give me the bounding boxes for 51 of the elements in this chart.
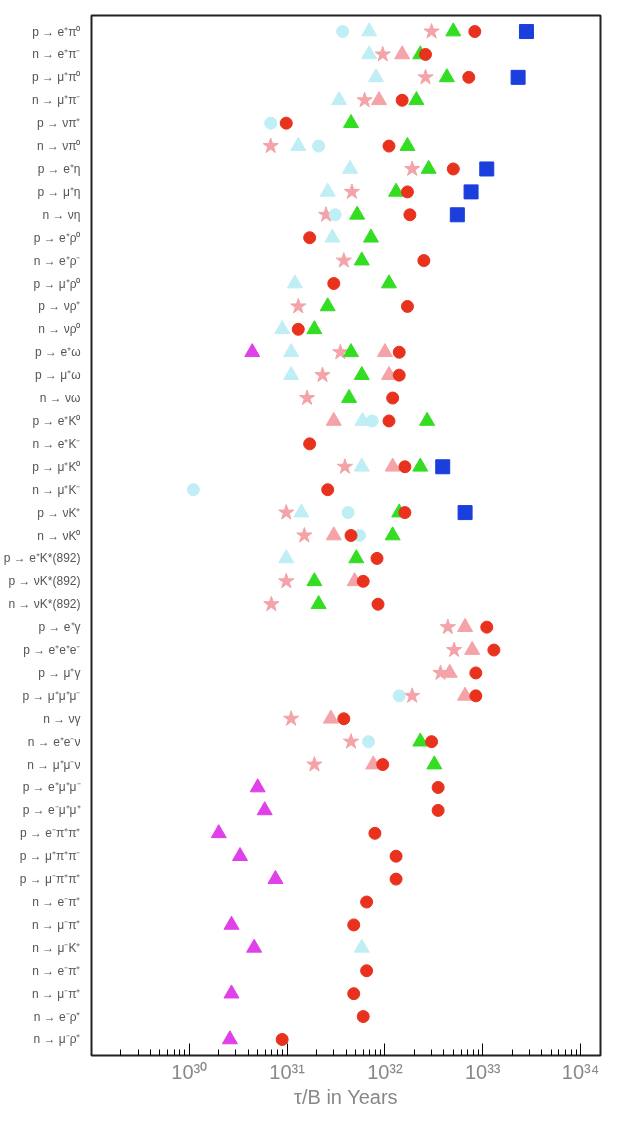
y-tick-label: n → e⁺π⁻ (32, 47, 81, 62)
y-tick-label: p → μ⁺π⁺π⁻ (19, 849, 81, 864)
y-tick-label: n → νK*(892) (8, 597, 81, 612)
y-tick-label: p → νK*(892) (8, 574, 81, 589)
y-tick-label: n → μ⁻ρ⁺ (33, 1032, 81, 1047)
y-tick-label: p → νK⁺ (37, 505, 81, 520)
x-tick-label: 10³⁰ (171, 1060, 208, 1083)
y-tick-label: n → e⁺e⁻ν (27, 734, 81, 749)
y-tick-label: n → νK⁰ (37, 528, 81, 543)
y-tick-label: p → e⁺K*(892) (3, 551, 81, 566)
y-tick-label: n → νπ⁰ (36, 139, 81, 154)
y-tick-label: p → e⁻π⁺π⁺ (19, 826, 81, 841)
y-tick-label: p → e⁺K⁰ (32, 413, 81, 428)
x-axis-title: τ/B in Years (294, 1085, 398, 1108)
y-tick-label: p → μ⁺π⁰ (31, 70, 81, 85)
y-tick-label: p → μ⁺η (37, 184, 81, 199)
y-tick-label: p → μ⁺ω (34, 368, 81, 383)
y-tick-label: p → e⁺π⁰ (32, 24, 81, 39)
y-tick-label: n → νω (39, 391, 81, 406)
y-tick-label: n → e⁻ρ⁺ (33, 1009, 81, 1024)
y-tick-label: n → e⁻π⁺ (32, 895, 81, 910)
y-tick-label: p → μ⁻π⁺π⁺ (19, 872, 81, 887)
y-tick-label: n → μ⁺π⁻ (31, 93, 81, 108)
y-tick-label: n → μ⁺K⁻ (32, 482, 81, 497)
y-tick-label: p → e⁺η (37, 161, 81, 176)
y-tick-label: n → νγ (43, 711, 81, 726)
y-tick-label: p → μ⁺ρ⁰ (33, 276, 81, 291)
y-tick-label: p → e⁺ρ⁰ (33, 230, 81, 245)
x-tick-label: 10³² (367, 1060, 404, 1083)
y-tick-label: p → νρ⁺ (38, 299, 81, 314)
y-tick-label: p → μ⁺K⁰ (32, 459, 81, 474)
y-tick-label: p → νπ⁺ (36, 116, 81, 131)
y-tick-label: p → e⁻μ⁺μ⁺ (22, 803, 81, 818)
y-tick-label: p → e⁺γ (38, 620, 81, 635)
y-tick-label: n → e⁺K⁻ (32, 436, 81, 451)
x-tick-label: 10³¹ (269, 1060, 306, 1083)
y-tick-label: n → μ⁺μ⁻ν (27, 757, 81, 772)
y-tick-label: p → μ⁺μ⁺μ⁻ (22, 688, 81, 703)
y-tick-label: p → e⁺ω (35, 345, 81, 360)
y-tick-label: p → μ⁺γ (38, 665, 81, 680)
y-tick-label: n → e⁻π⁺ (32, 963, 81, 978)
x-tick-label: 10³³ (464, 1060, 501, 1083)
y-tick-label: n → νη (42, 207, 81, 222)
y-tick-label: p → e⁺μ⁺μ⁻ (22, 780, 81, 795)
y-tick-label: p → e⁺e⁺e⁻ (23, 643, 81, 658)
y-tick-label: n → μ⁻π⁺ (31, 917, 81, 932)
y-tick-label: n → νρ⁰ (38, 322, 81, 337)
y-tick-label: n → e⁺ρ⁻ (33, 253, 81, 268)
y-tick-label: n → μ⁻π⁺ (31, 986, 81, 1001)
x-tick-label: 10³⁴ (561, 1060, 600, 1083)
y-tick-label: n → μ⁻K⁺ (32, 940, 81, 955)
